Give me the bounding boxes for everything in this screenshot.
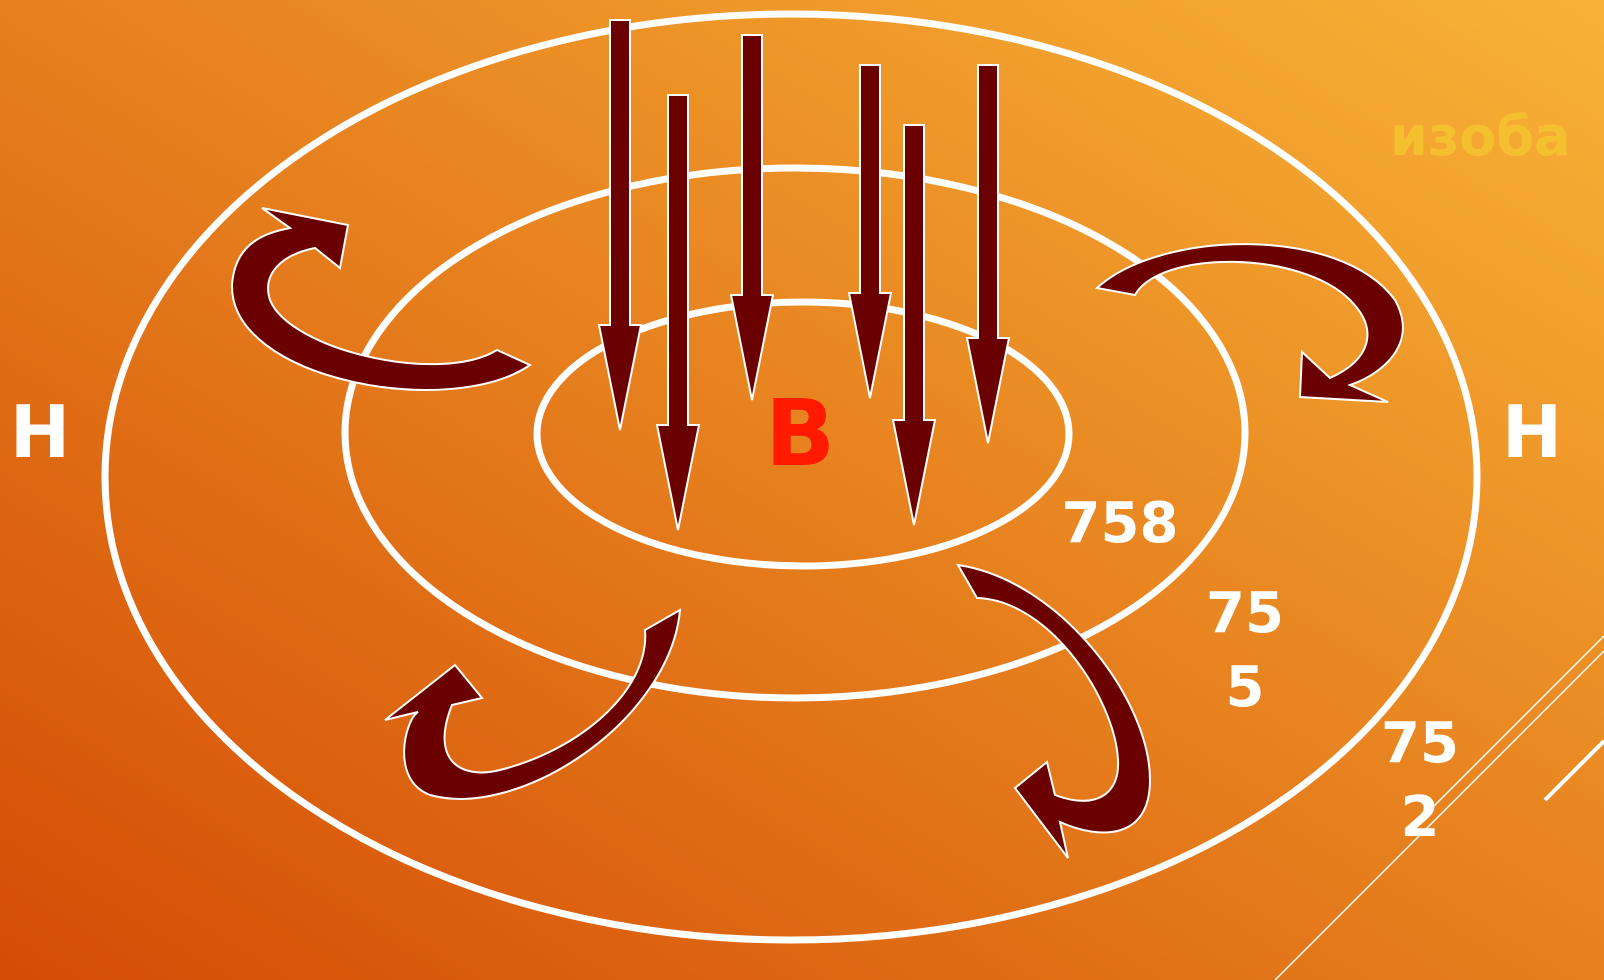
- isobar-label: 758: [1062, 491, 1179, 556]
- isobar-label: 75: [1206, 581, 1284, 646]
- isobar-label: 2: [1401, 785, 1440, 850]
- isobar-label: 5: [1226, 655, 1265, 720]
- low-label: Н: [1502, 390, 1562, 474]
- caption: изоба: [1390, 105, 1570, 168]
- background: [0, 0, 1604, 980]
- low-label: Н: [10, 390, 70, 474]
- isobar-label: 75: [1381, 711, 1459, 776]
- slide: изоба Н Н В 758 75 5 75 2: [0, 0, 1604, 980]
- high-label: В: [765, 380, 835, 487]
- page: изоба Н Н В 758755752 (() => { const dat…: [0, 0, 1604, 980]
